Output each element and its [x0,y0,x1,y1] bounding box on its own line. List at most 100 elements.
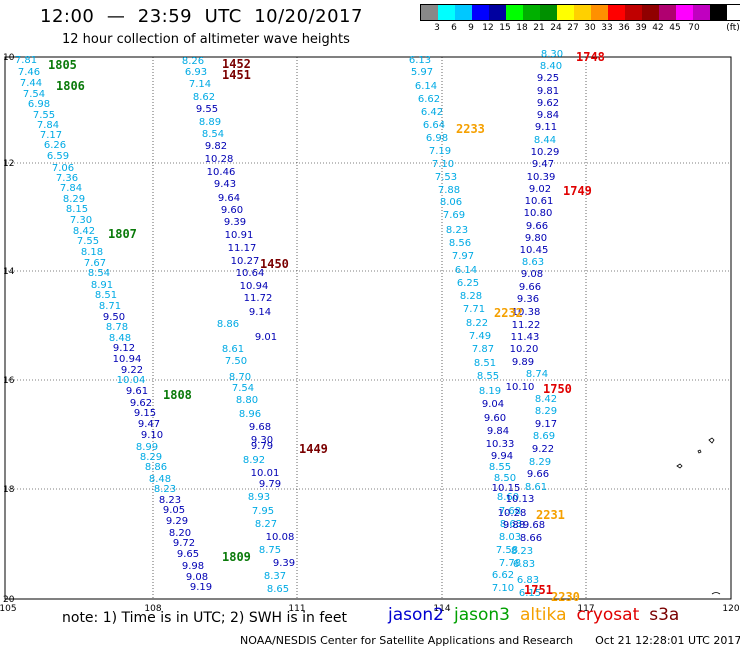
wave-height-value: 9.43 [214,179,236,190]
wave-height-value: 8.28 [460,291,482,302]
wave-height-value: 8.55 [489,462,511,473]
wave-height-value: 9.80 [525,233,547,244]
legend-color-bar [420,4,740,21]
wave-height-value: 9.98 [182,561,204,572]
legend-swatch [625,5,642,20]
wave-height-value: 8.29 [63,194,85,205]
wave-height-value: 6.25 [457,278,479,289]
wave-height-value: 8.71 [99,301,121,312]
legend-label: 30 [584,23,596,33]
wave-height-value: 8.15 [66,204,88,215]
satellite-name: altika [520,605,567,625]
legend-swatch [489,5,506,20]
wave-height-value: 9.60 [221,205,243,216]
legend-swatch [523,5,540,20]
wave-height-value: 10.64 [236,268,265,279]
wave-height-value: 7.17 [40,130,62,141]
wave-height-value: 8.55 [477,371,499,382]
legend-swatch [455,5,472,20]
wave-height-value: 6.15 [519,588,541,599]
wave-height-value: 10.13 [506,494,535,505]
wave-height-value: 10.91 [225,230,254,241]
wave-height-value: 10.33 [486,439,515,450]
wave-height-value: 7.81 [15,55,37,66]
wave-height-value: 8.40 [540,61,562,72]
wave-height-value: 8.56 [449,238,471,249]
wave-height-value: 8.69 [533,431,555,442]
wave-height-value: 7.55 [33,110,55,121]
wave-height-value: 7.84 [60,183,82,194]
wave-height-value: 10.29 [531,147,560,158]
wave-height-value: 9.17 [535,419,557,430]
island-markers [676,437,721,595]
x-tick-label: 117 [577,604,594,614]
island-shape [676,463,683,469]
wave-height-value: 8.92 [243,455,265,466]
wave-height-value: 6.83 [513,559,535,570]
wave-height-value: 9.68 [249,422,271,433]
legend-swatch [540,5,557,20]
map-frame [4,56,732,600]
legend-label: 12 [482,23,494,33]
wave-height-value: 7.67 [84,258,106,269]
wave-height-value: 8.61 [222,344,244,355]
wave-height-value: 10.27 [231,256,260,267]
wave-height-value: 9.84 [537,110,559,121]
wave-height-value: 6.62 [492,570,514,581]
wave-height-value: 7.36 [56,173,78,184]
wave-height-value: 9.10 [141,430,163,441]
wave-height-value: 7.87 [472,344,494,355]
wave-height-value: 9.11 [535,122,557,133]
legend-label: 24 [550,23,562,33]
wave-height-value: 8.54 [88,268,110,279]
wave-height-value: 9.81 [537,86,559,97]
wave-height-value: 9.04 [482,399,504,410]
wave-height-value: 9.89 [512,357,534,368]
wave-height-value: 10.28 [205,154,234,165]
map-grid [5,57,731,599]
pass-time-label: 1452 [222,57,251,71]
wave-height-value: 10.94 [113,354,142,365]
wave-height-value: 9.14 [249,307,271,318]
pass-time-label: 1450 [260,257,289,271]
wave-height-value: 9.62 [130,398,152,409]
wave-height-value: 9.66 [527,469,549,480]
legend-label: 70 [688,23,700,33]
wave-height-value: 8.63 [500,519,522,530]
satellite-name: jason3 [454,605,510,625]
wave-height-value: 8.89 [199,117,221,128]
pass-time-label: 1749 [563,184,592,198]
wave-height-value: 9.19 [190,582,212,593]
wave-height-value: 7.54 [23,89,45,100]
wave-height-value: 7.46 [18,67,40,78]
wave-height-value: 10.80 [524,208,553,219]
legend-swatch [421,5,438,20]
wave-height-value: 9.29 [166,516,188,527]
wave-height-value: 7.84 [37,120,59,131]
wave-height-value: 8.50 [494,473,516,484]
wave-height-value: 8.86 [217,319,239,330]
wave-height-value: 6.26 [44,140,66,151]
wave-height-value: 7.58 [496,545,518,556]
legend-label: 15 [499,23,511,33]
wave-height-value: 8.27 [255,519,277,530]
wave-height-value: 9.25 [537,73,559,84]
wave-height-value: 11.72 [244,293,273,304]
wave-height-value: 9.88 [503,520,525,531]
wave-height-value: 7.97 [452,251,474,262]
map-title: 12:00 — 23:59 UTC 10/20/2017 [40,6,363,27]
wave-height-value: 8.18 [81,247,103,258]
wave-height-value: 8.23 [159,495,181,506]
wave-height-value: 8.60 [497,492,519,503]
wave-height-value: 7.68 [499,506,521,517]
legend-swatch [693,5,710,20]
wave-height-value: 10.45 [520,245,549,256]
pass-time-label: 1807 [108,227,137,241]
generation-timestamp: Oct 21 12:28:01 UTC 2017 [595,634,740,647]
wave-height-value: 6.62 [418,94,440,105]
wave-height-value: 10.39 [527,172,556,183]
wave-height-value: 9.15 [134,408,156,419]
wave-height-value: 9.05 [163,505,185,516]
wave-height-value: 8.75 [259,545,281,556]
